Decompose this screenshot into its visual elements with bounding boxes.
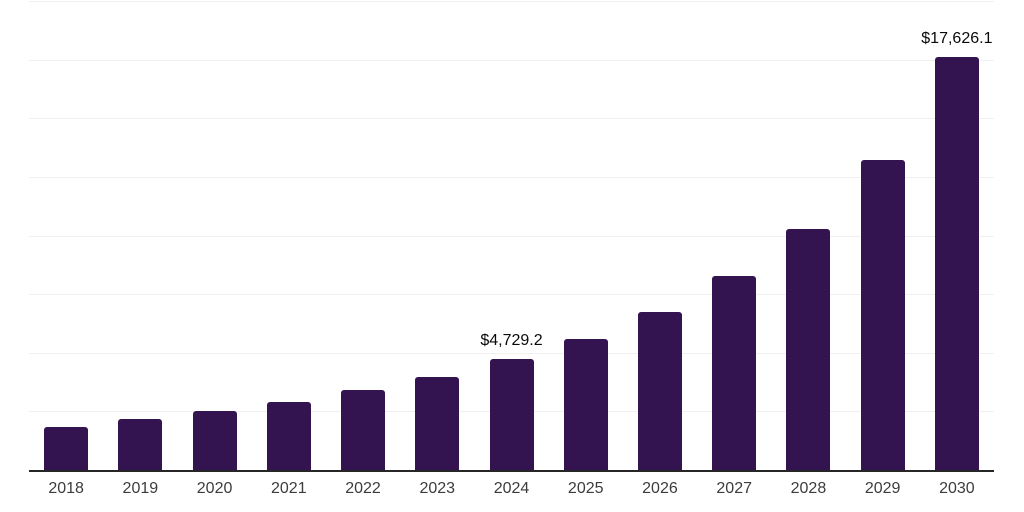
bar-2025[interactable] — [563, 339, 608, 470]
x-tick-label-2026: 2026 — [642, 480, 678, 497]
bar-2023[interactable] — [415, 377, 460, 470]
bar-2021[interactable] — [266, 402, 311, 470]
x-tick-label-2024: 2024 — [493, 480, 530, 497]
x-tick-label-2019: 2019 — [122, 480, 159, 497]
gridline-10000 — [29, 235, 994, 237]
x-tick-label-2020: 2020 — [196, 480, 233, 497]
x-tick-label-2025: 2025 — [567, 480, 604, 497]
x-tick-label-2022: 2022 — [345, 480, 381, 497]
plot-area: $4,729.2 $17,626.1 — [29, 0, 994, 470]
bar-2022[interactable] — [341, 390, 386, 470]
bar-value-label-2024: $4,729.2 — [480, 332, 543, 350]
gridline-5000 — [29, 352, 994, 354]
bar-value-label-2030: $17,626.1 — [921, 29, 993, 47]
x-tick-label-2030: 2030 — [939, 480, 975, 497]
bar-2026[interactable] — [637, 312, 682, 470]
gridline-20000 — [29, 1, 994, 2]
bar-2027[interactable] — [712, 276, 757, 470]
x-tick-label-2023: 2023 — [419, 480, 456, 497]
gridline-17500 — [29, 59, 994, 61]
bar-2018[interactable] — [44, 427, 89, 470]
x-tick-label-2027: 2027 — [716, 480, 752, 497]
x-tick-label-2028: 2028 — [790, 480, 827, 497]
x-tick-label-2029: 2029 — [864, 480, 901, 497]
x-axis-line — [29, 470, 994, 472]
gridline-15000 — [29, 118, 994, 120]
x-axis-tick-labels: 2018 2019 2020 2021 2022 2023 2024 2025 2026 2027… — [29, 479, 994, 503]
gridline-7500 — [29, 294, 994, 296]
bar-2020[interactable] — [192, 411, 237, 470]
x-tick-label-2021: 2021 — [271, 480, 307, 497]
bar-2028[interactable] — [786, 229, 831, 470]
bar-2019[interactable] — [118, 419, 163, 470]
x-tick-label-2018: 2018 — [48, 480, 84, 497]
bar-2030[interactable] — [934, 56, 979, 470]
bar-2029[interactable] — [860, 160, 905, 470]
bar-2024[interactable] — [489, 359, 534, 470]
gridline-12500 — [29, 176, 994, 178]
